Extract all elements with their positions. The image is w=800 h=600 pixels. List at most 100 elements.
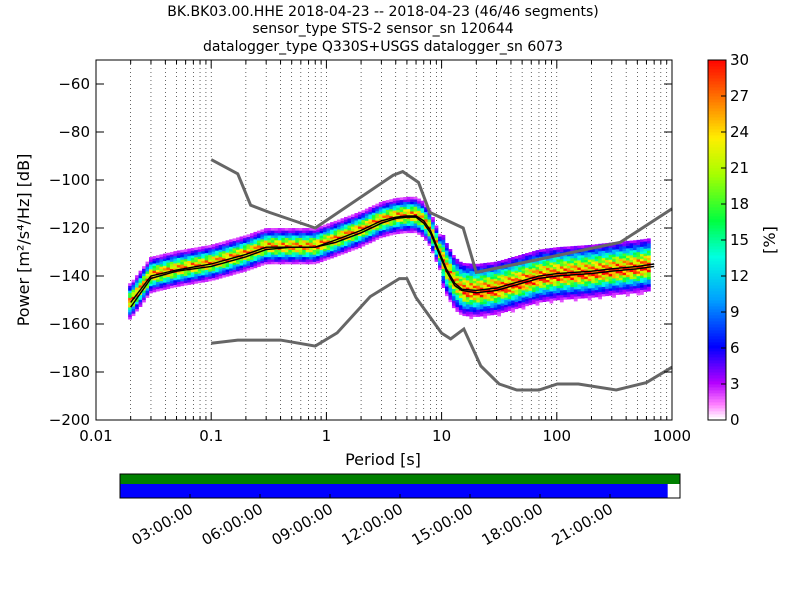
- heatmap-cell: [246, 243, 251, 247]
- heatmap-cell: [476, 311, 481, 315]
- heatmap-cell: [389, 230, 394, 234]
- heatmap-cell: [347, 249, 352, 252]
- heatmap-cell: [201, 251, 206, 254]
- heatmap-cell: [483, 306, 488, 309]
- heatmap-cell: [455, 258, 460, 262]
- heatmap-cell: [155, 269, 160, 273]
- heatmap-cell: [535, 302, 540, 306]
- heatmap-cell: [142, 278, 146, 281]
- heatmap-cell: [598, 270, 602, 273]
- heatmap-cell: [640, 280, 644, 283]
- heatmap-cell: [197, 268, 202, 272]
- heatmap-cell: [225, 252, 230, 256]
- colorbar-segment: [708, 279, 726, 283]
- heatmap-cell: [525, 291, 529, 295]
- heatmap-cell: [518, 305, 522, 309]
- heatmap-cell: [333, 235, 338, 238]
- heatmap-cell: [521, 285, 526, 288]
- heatmap-cell: [420, 227, 425, 230]
- heatmap-cell: [580, 293, 585, 297]
- heatmap-cell: [249, 257, 254, 260]
- heatmap-cell: [504, 280, 508, 284]
- colorbar-segment: [708, 384, 726, 388]
- heatmap-cell: [483, 313, 488, 317]
- heatmap-cell: [239, 238, 244, 242]
- heatmap-cell: [246, 265, 251, 269]
- heatmap-cell: [535, 276, 540, 280]
- heatmap-cell: [549, 279, 554, 282]
- heatmap-cell: [218, 254, 223, 257]
- heatmap-cell: [232, 240, 237, 244]
- heatmap-cell: [476, 268, 481, 272]
- heatmap-cell: [302, 235, 307, 238]
- heatmap-cell: [319, 240, 324, 243]
- heatmap-cell: [476, 278, 481, 281]
- heatmap-cell: [319, 228, 324, 231]
- heatmap-cell: [444, 291, 449, 294]
- heatmap-cell: [598, 267, 602, 271]
- heatmap-cell: [493, 268, 498, 272]
- heatmap-cell: [396, 209, 401, 213]
- colorbar-segment: [708, 354, 726, 358]
- heatmap-cell: [521, 256, 526, 260]
- heatmap-cell: [608, 283, 613, 287]
- colorbar-segment: [708, 357, 726, 361]
- heatmap-cell: [142, 268, 146, 272]
- heatmap-cell: [295, 232, 300, 236]
- heatmap-cell: [483, 291, 488, 295]
- heatmap-cell: [236, 249, 240, 253]
- heatmap-cell: [368, 233, 373, 237]
- heatmap-cell: [284, 247, 289, 250]
- heatmap-cell: [378, 216, 383, 220]
- heatmap-cell: [246, 236, 251, 240]
- heatmap-cell: [169, 278, 174, 282]
- heatmap-cell: [267, 247, 272, 250]
- heatmap-cell: [330, 246, 334, 249]
- heatmap-cell: [375, 234, 380, 238]
- heatmap-cell: [441, 256, 446, 260]
- heatmap-cell: [497, 308, 502, 312]
- heatmap-cell: [392, 231, 397, 235]
- heatmap-cell: [305, 261, 310, 265]
- colorbar-segment: [708, 126, 726, 130]
- heatmap-cell: [626, 255, 630, 258]
- heatmap-cell: [187, 260, 192, 264]
- heatmap-cell: [281, 242, 286, 246]
- heatmap-cell: [507, 301, 512, 304]
- heatmap-cell: [455, 309, 460, 312]
- heatmap-cell: [364, 218, 369, 221]
- heatmap-cell: [201, 258, 206, 261]
- heatmap-cell: [406, 218, 411, 222]
- colorbar-segment: [708, 351, 726, 355]
- heatmap-cell: [420, 212, 425, 216]
- heatmap-cell: [629, 245, 634, 249]
- heatmap-cell: [138, 282, 143, 286]
- heatmap-cell: [535, 298, 540, 301]
- heatmap-cell: [646, 245, 651, 249]
- heatmap-cell: [476, 287, 481, 291]
- heatmap-cell: [594, 256, 599, 259]
- heatmap-cell: [615, 282, 620, 286]
- heatmap-cell: [176, 274, 181, 278]
- heatmap-cell: [406, 223, 411, 226]
- heatmap-cell: [330, 222, 334, 225]
- heatmap-cell: [580, 291, 585, 294]
- heatmap-cell: [382, 205, 387, 209]
- heatmap-cell: [312, 256, 317, 260]
- heatmap-cell: [444, 276, 449, 280]
- colorbar-segment: [708, 156, 726, 160]
- heatmap-cell: [396, 207, 401, 211]
- heatmap-cell: [323, 224, 327, 228]
- heatmap-cell: [601, 269, 606, 273]
- heatmap-cell: [626, 279, 630, 282]
- heatmap-cell: [458, 273, 463, 277]
- heatmap-cell: [511, 300, 515, 303]
- heatmap-cell: [556, 273, 561, 277]
- heatmap-cell: [441, 237, 446, 241]
- heatmap-cell: [420, 217, 425, 221]
- heatmap-cell: [532, 301, 536, 305]
- heatmap-cell: [281, 235, 286, 238]
- heatmap-cell: [591, 287, 596, 291]
- title-line-1: BK.BK03.00.HHE 2018-04-23 -- 2018-04-23 …: [167, 4, 599, 20]
- heatmap-cell: [612, 278, 616, 281]
